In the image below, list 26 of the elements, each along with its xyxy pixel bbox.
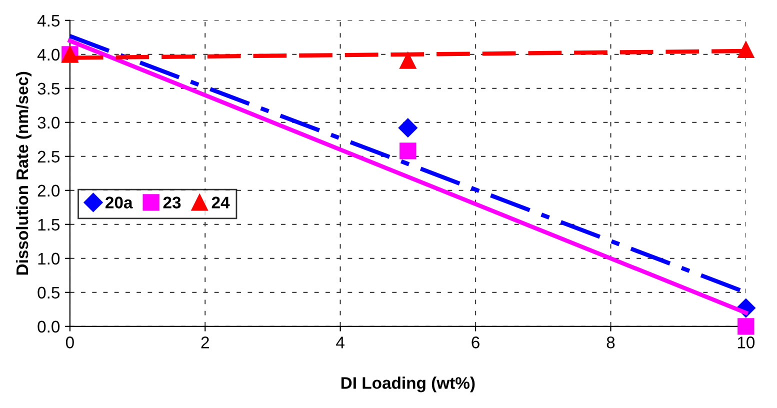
x-axis-title: DI Loading (wt%): [341, 376, 475, 392]
point: [398, 118, 418, 138]
y-tick-label: 2.0: [38, 184, 60, 197]
y-tick-label: 3.5: [38, 82, 60, 95]
y-axis-title: Dissolution Rate (nm/sec): [16, 72, 32, 275]
y-tick-label: 4.5: [37, 14, 60, 27]
point: [738, 318, 754, 335]
x-tick-label: 10: [738, 336, 755, 348]
y-tick-label: 1.0: [38, 252, 60, 265]
y-tick-label: 2.5: [38, 150, 60, 163]
y-tick-label: 1.5: [38, 218, 60, 231]
legend-label: 24: [212, 196, 230, 208]
point: [400, 52, 416, 69]
y-tick-label: 3.0: [38, 116, 60, 129]
y-tick-label: 4.0: [37, 48, 60, 61]
legend-label: 20a: [106, 196, 133, 208]
y-tick-label: 0.5: [38, 286, 60, 299]
x-tick-label: 4: [336, 336, 344, 348]
point: [738, 41, 754, 58]
x-tick-label: 6: [472, 336, 480, 348]
legend-label: 23: [163, 196, 181, 208]
x-tick-label: 8: [606, 336, 615, 348]
x-tick-label: 2: [201, 336, 209, 348]
x-tick-label: 0: [66, 336, 74, 348]
point: [400, 142, 416, 160]
y-tick-label: 0.0: [38, 320, 60, 333]
